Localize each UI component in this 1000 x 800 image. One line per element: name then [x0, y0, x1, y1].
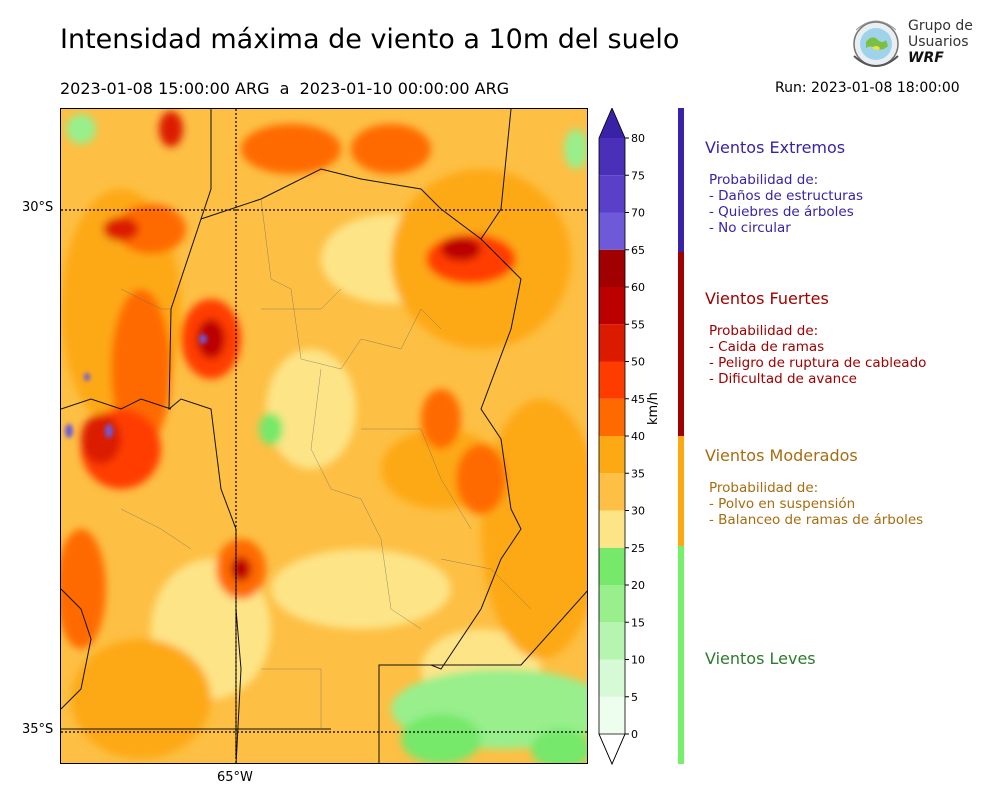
category-bar-moderados: [678, 436, 684, 546]
map-title: Intensidad máxima de viento a 10m del su…: [60, 24, 680, 55]
colorbar-box: [599, 361, 625, 399]
colorbar-tick-label: 60: [631, 281, 645, 294]
category-bar-extremos: [678, 108, 684, 252]
run-time: Run: 2023-01-08 18:00:00: [775, 80, 960, 96]
colorbar-tick-label: 10: [631, 654, 645, 667]
colorbar-box: [599, 659, 625, 697]
colorbar-tick-label: 35: [631, 467, 645, 480]
globe-logo-icon: [853, 20, 899, 67]
colorbar-unit: km/h: [646, 392, 661, 425]
colorbar-tick-label: 30: [631, 505, 645, 518]
colorbar-box: [599, 287, 625, 325]
colorbar-box: [599, 436, 625, 474]
colorbar-tick-label: 15: [631, 616, 645, 629]
colorbar-box: [599, 510, 625, 548]
desc-line: - Caida de ramas: [709, 339, 825, 355]
desc-line: - Peligro de ruptura de cableado: [709, 355, 927, 371]
category-title-leves: Vientos Leves: [705, 649, 816, 668]
colorbar-box: [599, 585, 625, 623]
category-bar-fuertes: [678, 252, 684, 436]
colorbar-tick-label: 75: [631, 169, 645, 182]
colorbar-tick-label: 80: [631, 132, 645, 145]
wind-colorbar: 0 5 10 15 20 25 30 35 40 45 50 55 60 65 70 75 80: [598, 108, 645, 766]
colorbar-box: [599, 473, 625, 511]
colorbar-tick-label: 0: [631, 728, 638, 741]
desc-line: - Polvo en suspensión: [709, 496, 856, 512]
desc-line: - Dificultad de avance: [709, 371, 857, 387]
colorbar-tick-label: 40: [631, 430, 645, 443]
desc-line: Probabilidad de:: [709, 172, 819, 188]
lat-label-35s: 35°S: [22, 722, 54, 737]
desc-line: - Balanceo de ramas de árboles: [709, 512, 924, 528]
colorbar-tick-label: 5: [631, 691, 638, 704]
colorbar-box: [599, 324, 625, 362]
logo-line-3: WRF: [908, 50, 944, 66]
category-bar-leves: [678, 546, 684, 764]
colorbar-extend-bottom: [598, 733, 626, 766]
colorbar-tick-label: 50: [631, 356, 645, 369]
desc-line: - Quiebres de árboles: [709, 204, 854, 220]
category-title-extremos: Vientos Extremos: [705, 138, 846, 157]
colorbar-tick-label: 65: [631, 244, 645, 257]
logo-line-2: Usuarios: [908, 34, 969, 50]
colorbar-tick-label: 20: [631, 579, 645, 592]
colorbar-tick-label: 45: [631, 393, 645, 406]
category-desc-moderados: Probabilidad de: - Polvo en suspensión -…: [709, 480, 923, 528]
colorbar-extend-top: [599, 108, 625, 138]
wrf-logo: Grupo de Usuarios WRF: [848, 16, 978, 74]
colorbar-tick-label: 70: [631, 207, 645, 220]
category-desc-fuertes: Probabilidad de: - Caida de ramas - Peli…: [709, 323, 926, 387]
desc-line: Probabilidad de:: [709, 480, 819, 496]
wind-field-svg: [61, 109, 587, 763]
colorbar-box: [599, 622, 625, 660]
desc-line: - No circular: [709, 220, 791, 236]
lat-label-30s: 30°S: [22, 200, 54, 215]
colorbar-box: [599, 249, 625, 287]
desc-line: Probabilidad de:: [709, 323, 819, 339]
colorbar-tick-label: 55: [631, 318, 645, 331]
colorbar-box: [599, 696, 625, 734]
colorbar-box: [599, 175, 625, 213]
category-desc-extremos: Probabilidad de: - Daños de estructuras …: [709, 172, 863, 236]
colorbar-tick-label: 25: [631, 542, 645, 555]
wind-map: [60, 108, 588, 764]
lon-label-65w: 65°W: [217, 770, 253, 785]
category-title-moderados: Vientos Moderados: [705, 446, 858, 465]
forecast-period: 2023-01-08 15:00:00 ARG a 2023-01-10 00:…: [60, 79, 510, 98]
category-title-fuertes: Vientos Fuertes: [705, 289, 829, 308]
colorbar-box: [599, 212, 625, 250]
logo-line-1: Grupo de: [908, 18, 973, 34]
desc-line: - Daños de estructuras: [709, 188, 864, 204]
colorbar-box: [599, 398, 625, 436]
colorbar-box: [599, 547, 625, 585]
colorbar-box: [599, 138, 625, 176]
